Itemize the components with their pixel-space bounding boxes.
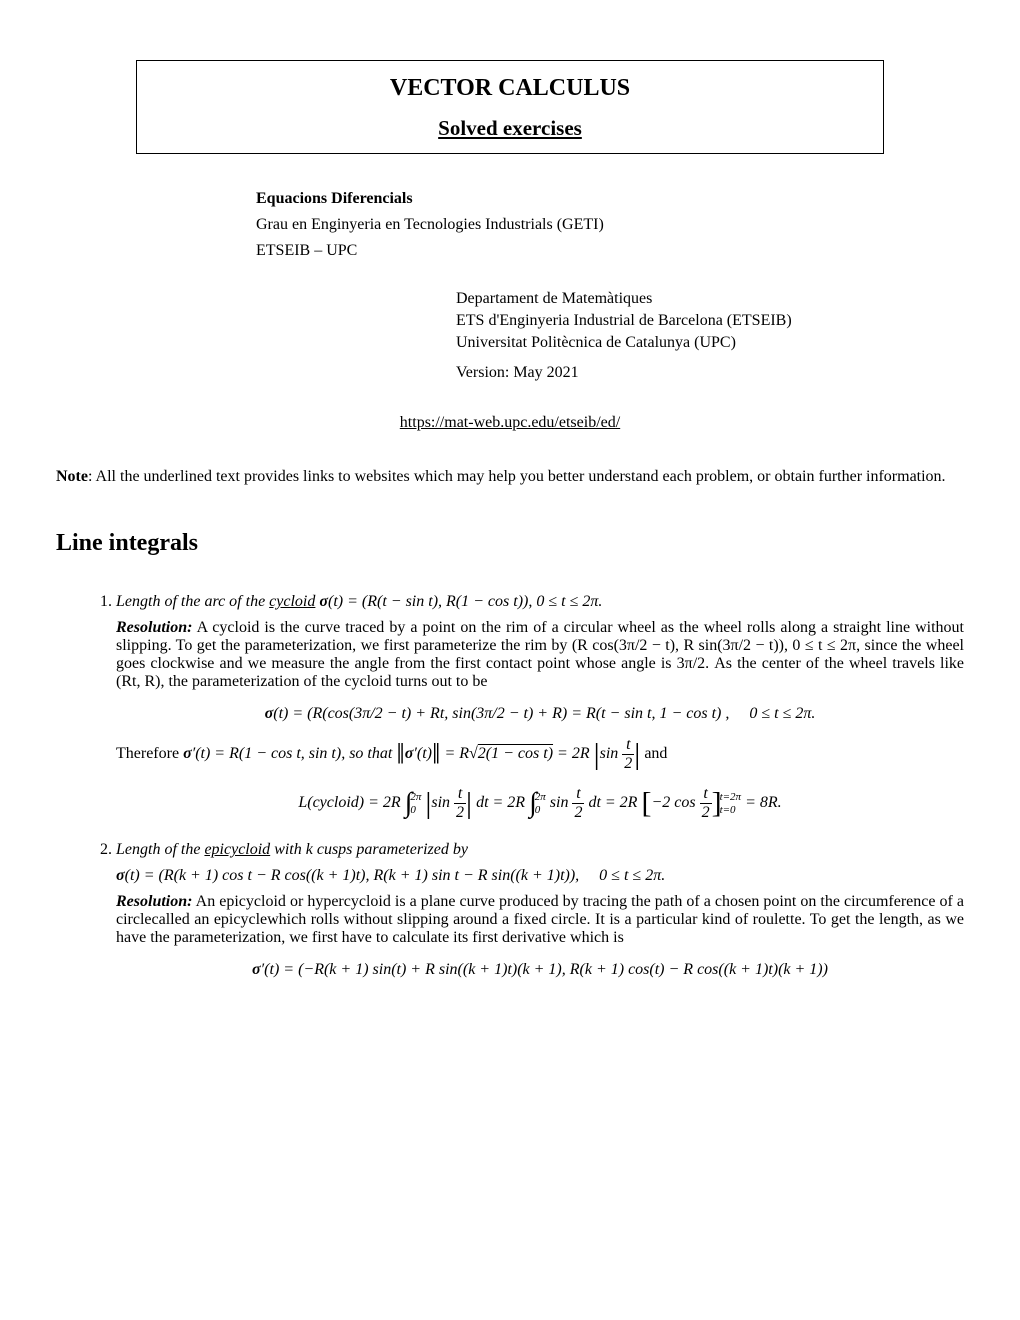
problem-1-deriv: Therefore σ′(t) = R(1 − cos t, sin t), s… [116, 737, 964, 772]
problems-list: Length of the arc of the cycloid σ(t) = … [56, 593, 964, 979]
problem-2-eq1: σ(t) = (R(k + 1) cos t − R cos((k + 1)t)… [116, 867, 964, 885]
problem-2-eq2: σ′(t) = (−R(k + 1) sin(t) + R sin((k + 1… [116, 961, 964, 979]
course-info: Equacions Diferencials Grau en Enginyeri… [256, 190, 964, 260]
text: (t) = (R(t − sin t), R(1 − cos t)), 0 ≤ … [328, 593, 602, 610]
text: sin [550, 794, 573, 811]
university: Universitat Politècnica de Catalunya (UP… [456, 334, 964, 352]
text: Therefore [116, 745, 183, 762]
denominator: 2 [622, 755, 634, 772]
sigma: σ [183, 745, 192, 762]
integral-limits: 2π0 [410, 791, 421, 815]
denominator: 2 [454, 804, 466, 821]
text: dt = 2R [588, 794, 637, 811]
upper: 2π [535, 791, 546, 803]
text: = 2R [553, 745, 594, 762]
text: = R [440, 745, 469, 762]
result: = 8R. [745, 794, 782, 811]
numerator: t [572, 786, 584, 804]
fraction: t2 [572, 786, 584, 821]
text: ′(t) = R(1 − cos t, sin t), so that [192, 745, 397, 762]
sigma: σ [315, 593, 328, 610]
epicycloid-link[interactable]: epicycloid [204, 841, 270, 858]
school-full: ETS d'Enginyeria Industrial de Barcelona… [456, 312, 964, 330]
fraction: t2 [454, 786, 466, 821]
text: dt = 2R [476, 794, 525, 811]
note-label: Note [56, 468, 88, 485]
text: −2 cos [651, 794, 699, 811]
page-subtitle: Solved exercises [137, 116, 883, 141]
eq-text: (t) = (R(k + 1) cos t − R cos((k + 1)t),… [125, 867, 666, 884]
version-date: Version: May 2021 [456, 364, 964, 382]
department: Departament de Matemàtiques [456, 290, 964, 308]
problem-1: Length of the arc of the cycloid σ(t) = … [116, 593, 964, 821]
course-link-container: https://mat-web.upc.edu/etseib/ed/ [56, 414, 964, 432]
resolution-label: Resolution: [116, 619, 192, 636]
text: with k cusps parameterized by [270, 841, 468, 858]
text: sin [600, 745, 623, 762]
resolution-text: An epicycloid or hypercycloid is a plane… [116, 893, 964, 946]
fraction: t2 [622, 737, 634, 772]
numerator: t [454, 786, 466, 804]
eval-limits: t=2πt=0 [720, 791, 742, 815]
cycloid-link[interactable]: cycloid [269, 593, 315, 610]
problem-2-prompt: Length of the epicycloid with k cusps pa… [116, 841, 964, 859]
title-box: VECTOR CALCULUS Solved exercises [136, 60, 884, 154]
text: sin [431, 794, 454, 811]
resolution-text: A cycloid is the curve traced by a point… [116, 619, 964, 690]
norm-bar: ‖ [396, 738, 404, 771]
department-info: Departament de Matemàtiques ETS d'Enginy… [456, 290, 964, 382]
left-bracket: [ [641, 787, 651, 820]
radicand: 2(1 − cos t) [478, 745, 553, 762]
eq-text: ′(t) = (−R(k + 1) sin(t) + R sin((k + 1)… [261, 961, 828, 978]
denominator: 2 [700, 804, 712, 821]
problem-1-prompt: Length of the arc of the cycloid σ(t) = … [116, 593, 964, 611]
course-link[interactable]: https://mat-web.upc.edu/etseib/ed/ [400, 414, 620, 431]
course-name: Equacions Diferencials [256, 190, 964, 208]
section-heading: Line integrals [56, 530, 964, 557]
text: ′(t) [413, 745, 432, 762]
resolution-label: Resolution: [116, 893, 192, 910]
text: L(cycloid) = 2R [298, 794, 400, 811]
sigma: σ [265, 705, 274, 722]
note-text: : All the underlined text provides links… [88, 468, 946, 485]
problem-2: Length of the epicycloid with k cusps pa… [116, 841, 964, 979]
degree-name: Grau en Enginyeria en Tecnologies Indust… [256, 216, 964, 234]
lower: 0 [410, 804, 416, 816]
numerator: t [700, 786, 712, 804]
sigma: σ [252, 961, 261, 978]
problem-2-resolution: Resolution: An epicycloid or hypercycloi… [116, 893, 964, 947]
problem-1-eq2: L(cycloid) = 2R ∫2π0 |sin t2| dt = 2R ∫2… [116, 786, 964, 821]
abs-bar: | [466, 787, 472, 820]
note-paragraph: Note: All the underlined text provides l… [56, 468, 964, 486]
lower: 0 [535, 804, 541, 816]
numerator: t [622, 737, 634, 755]
eq-text: (t) = (R(cos(3π/2 − t) + Rt, sin(3π/2 − … [273, 705, 815, 722]
denominator: 2 [572, 804, 584, 821]
text: and [640, 745, 667, 762]
lower: t=0 [720, 804, 736, 816]
sqrt: √2(1 − cos t) [469, 745, 553, 762]
integral-limits: 2π0 [535, 791, 546, 815]
fraction: t2 [700, 786, 712, 821]
school-abbrev: ETSEIB – UPC [256, 242, 964, 260]
sigma: σ [116, 867, 125, 884]
text: Length of the arc of the [116, 593, 269, 610]
upper: t=2π [720, 791, 742, 803]
problem-1-eq1: σ(t) = (R(cos(3π/2 − t) + Rt, sin(3π/2 −… [116, 705, 964, 723]
page-title: VECTOR CALCULUS [137, 75, 883, 102]
upper: 2π [410, 791, 421, 803]
text: Length of the [116, 841, 204, 858]
problem-1-resolution: Resolution: A cycloid is the curve trace… [116, 619, 964, 691]
